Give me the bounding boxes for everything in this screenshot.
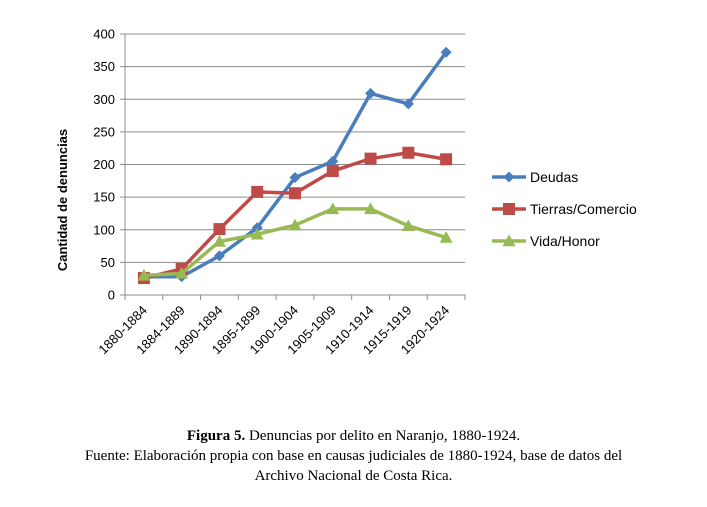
y-tick-label: 350: [93, 59, 115, 74]
y-axis-label: Cantidad de denuncias: [55, 129, 70, 271]
y-tick-label: 200: [93, 157, 115, 172]
y-tick-label: 150: [93, 190, 115, 205]
legend-marker: [503, 171, 515, 183]
data-point: [251, 222, 263, 234]
line-chart: 0 50 100 150 200 250 300 350 400 1880-18841884-1…: [55, 27, 637, 358]
data-point: [288, 218, 302, 231]
data-point: [212, 234, 226, 247]
axes: [120, 33, 466, 300]
legend-label: Deudas: [530, 169, 578, 185]
data-point: [364, 152, 377, 165]
y-tick-label: 250: [93, 124, 115, 139]
legend-label: Tierras/Comercio: [530, 201, 637, 217]
legend: Deudas Tierras/Comercio Vida/Honor: [492, 169, 637, 249]
data-point: [440, 46, 452, 58]
y-tick-label: 0: [108, 288, 115, 303]
data-point: [213, 223, 226, 236]
series-line: [143, 151, 447, 280]
legend-marker: [502, 234, 516, 247]
y-tick-labels: 0 50 100 150 200 250 300 350 400: [93, 27, 115, 303]
data-point: [439, 231, 453, 243]
data-point: [402, 98, 414, 110]
data-point: [137, 268, 151, 281]
series-vida-honor: [137, 202, 453, 281]
y-tick-label: 50: [101, 255, 115, 270]
series-deudas: [138, 46, 452, 283]
x-tick-labels: 1880-18841884-18891890-18941895-18991900…: [95, 303, 452, 358]
data-point: [327, 155, 339, 167]
data-point: [289, 187, 301, 200]
y-tick-label: 100: [93, 222, 115, 237]
legend-item: Tierras/Comercio: [492, 201, 637, 217]
source-line-1: Fuente: Elaboración propia con base en c…: [84, 448, 623, 464]
data-point: [440, 153, 453, 166]
figure-label: Figura 5.: [186, 428, 246, 444]
series-group: [137, 46, 453, 285]
legend-label: Vida/Honor: [530, 233, 600, 249]
data-point: [364, 202, 378, 215]
data-point: [175, 266, 189, 279]
data-point: [250, 227, 264, 240]
data-point: [365, 87, 377, 99]
y-tick-label: 400: [93, 27, 115, 42]
figure-caption: Figura 5. Denuncias por delito en Naranj…: [0, 426, 707, 446]
series-tierras-comercio: [137, 146, 453, 285]
data-point: [402, 146, 415, 159]
data-point: [326, 165, 339, 178]
legend-item: Vida/Honor: [492, 233, 600, 249]
data-point: [251, 185, 264, 198]
source-line-2: Archivo Nacional de Costa Rica.: [254, 468, 453, 484]
data-point: [326, 202, 340, 215]
y-tick-label: 300: [93, 92, 115, 107]
data-point: [401, 219, 415, 232]
legend-marker: [503, 203, 515, 215]
data-point: [289, 172, 301, 184]
legend-item: Deudas: [492, 169, 578, 185]
data-point: [213, 250, 225, 262]
figure-title: Denuncias por delito en Naranjo, 1880-19…: [248, 428, 521, 444]
